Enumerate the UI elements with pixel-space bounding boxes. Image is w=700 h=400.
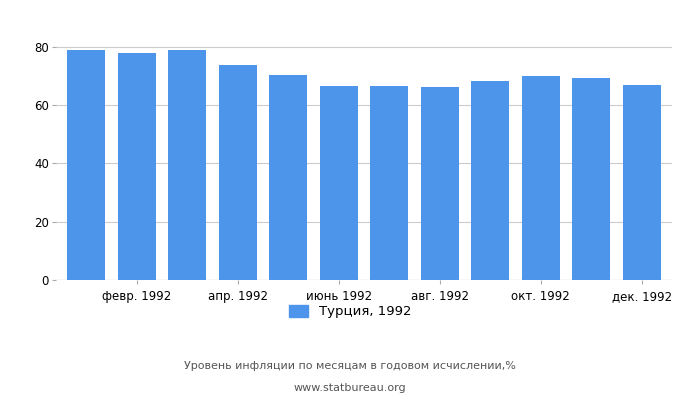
Bar <box>168 50 206 280</box>
Bar <box>573 78 610 280</box>
Bar <box>623 85 661 280</box>
Text: www.statbureau.org: www.statbureau.org <box>294 383 406 393</box>
Text: Уровень инфляции по месяцам в годовом исчислении,%: Уровень инфляции по месяцам в годовом ис… <box>184 361 516 371</box>
Bar <box>270 76 307 280</box>
Bar <box>471 81 509 280</box>
Bar <box>421 87 458 280</box>
Bar <box>522 76 560 280</box>
Bar <box>320 86 358 280</box>
Legend: Турция, 1992: Турция, 1992 <box>284 300 416 324</box>
Bar <box>370 86 408 280</box>
Bar <box>219 65 257 280</box>
Bar <box>118 53 155 280</box>
Bar <box>67 50 105 280</box>
